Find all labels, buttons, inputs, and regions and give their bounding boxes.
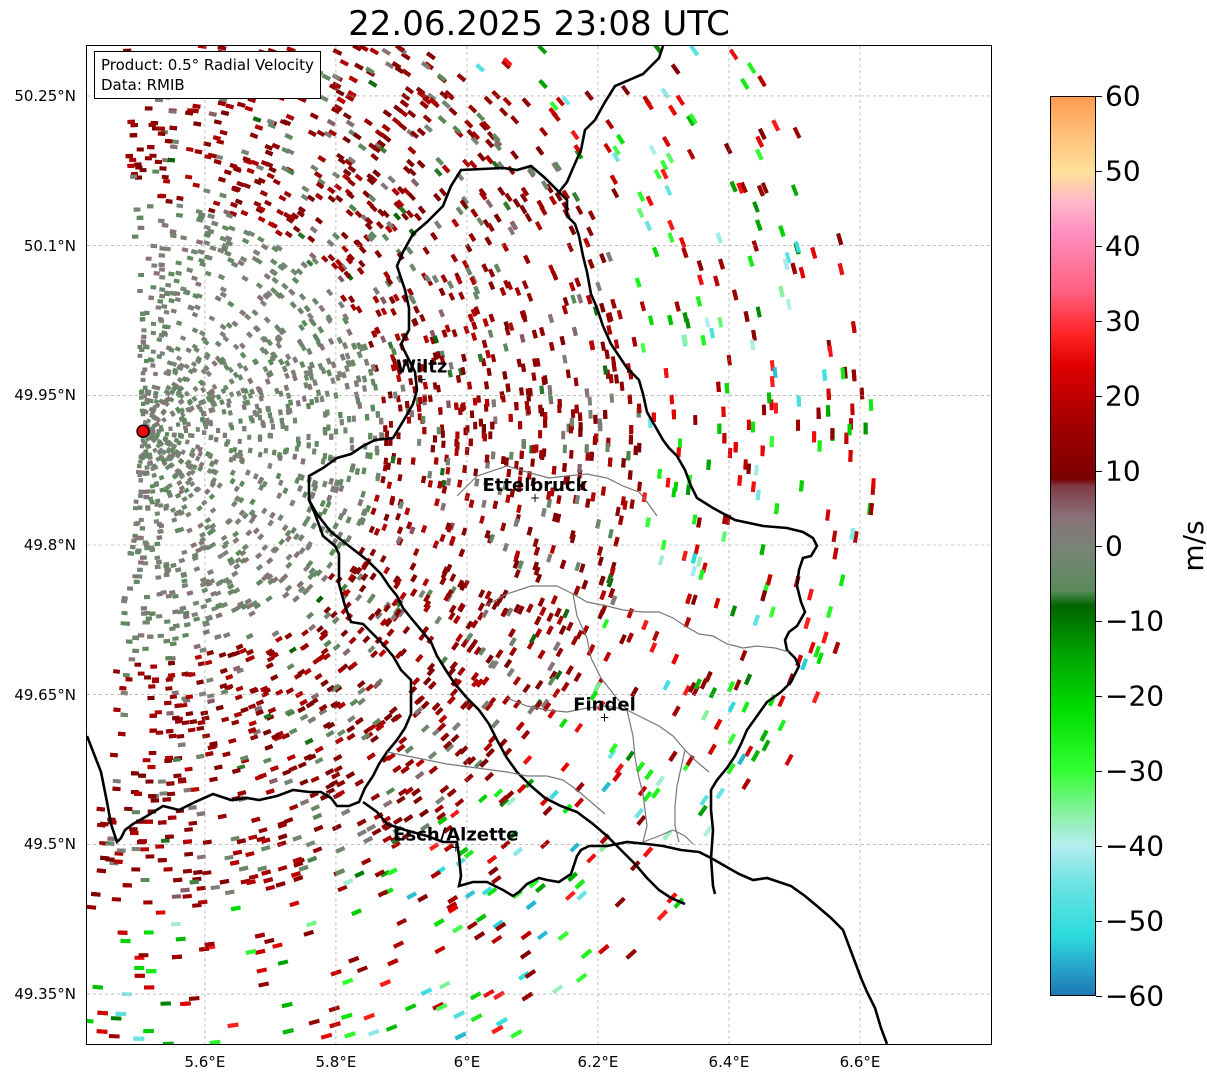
national-border (558, 191, 819, 859)
national-border (362, 800, 717, 898)
colorbar-tick-mark (1096, 996, 1102, 997)
colorbar-unit-label: m/s (1177, 520, 1207, 572)
colorbar-tick-mark (1096, 246, 1102, 247)
latitude-tick-label: 49.95°N (14, 386, 76, 405)
latitude-tick-label: 50.25°N (14, 86, 76, 105)
latitude-tick-label: 49.5°N (23, 835, 76, 854)
colorbar (1050, 96, 1096, 996)
longitude-tick-label: 5.6°E (184, 1053, 226, 1071)
latitude-tick-label: 50.1°N (23, 236, 76, 255)
longitude-tick-label: 6.6°E (839, 1053, 881, 1071)
radar-site-marker[interactable] (136, 424, 150, 438)
city-marker-icon: + (451, 840, 461, 854)
colorbar-tick-mark (1096, 771, 1102, 772)
latitude-tick-label: 49.65°N (14, 685, 76, 704)
colorbar-tick-mark (1096, 321, 1102, 322)
colorbar-tick-label: −40 (1105, 829, 1165, 863)
longitude-tick-label: 6.2°E (577, 1053, 619, 1071)
graticule (87, 46, 991, 1044)
canton-boundary (386, 465, 790, 845)
colorbar-tick-mark (1096, 171, 1102, 172)
national-border (710, 856, 889, 1044)
city-marker-icon: + (599, 711, 609, 725)
colorbar-tick-mark (1096, 471, 1102, 472)
colorbar-tick-mark (1096, 846, 1102, 847)
city-label: Findel (573, 695, 636, 716)
borders (87, 46, 889, 1044)
colorbar-tick-label: 10 (1105, 454, 1141, 488)
data-source-label: Data: RMIB (101, 76, 185, 94)
longitude-tick-label: 6.4°E (708, 1053, 750, 1071)
colorbar-tick-label: 20 (1105, 379, 1141, 413)
radar-map-canvas: +Wiltz+Ettelbruck+Findel+Esch/Alzette (87, 46, 991, 1044)
colorbar-tick-label: −30 (1105, 754, 1165, 788)
colorbar-tick-label: 40 (1105, 229, 1141, 263)
city-marker-icon: + (530, 491, 540, 505)
city-labels: +Wiltz+Ettelbruck+Findel+Esch/Alzette (393, 356, 636, 854)
city-label: Ettelbruck (483, 475, 589, 496)
latitude-tick-label: 49.35°N (14, 985, 76, 1004)
city-label: Esch/Alzette (393, 824, 518, 845)
colorbar-tick-mark (1096, 696, 1102, 697)
longitude-tick-label: 5.8°E (315, 1053, 357, 1071)
colorbar-tick-label: 30 (1105, 304, 1141, 338)
latitude-tick-label: 49.8°N (23, 536, 76, 554)
national-border (87, 46, 665, 845)
city-label: Wiltz (396, 356, 447, 377)
map-title: 22.06.2025 23:08 UTC (348, 4, 730, 44)
colorbar-tick-label: 0 (1105, 529, 1123, 563)
radar-map-area[interactable]: + Wiltz + Ettelbruck + Findel + Esch/Alzette (86, 45, 992, 1045)
colorbar-tick-label: −60 (1105, 979, 1165, 1013)
colorbar-tick-label: −10 (1105, 604, 1165, 638)
city-marker-icon: + (417, 372, 427, 386)
colorbar-tick-label: 50 (1105, 154, 1141, 188)
colorbar-tick-label: 60 (1105, 79, 1141, 113)
colorbar-tick-mark (1096, 96, 1102, 97)
canton-boundaries (386, 465, 790, 845)
colorbar-tick-label: −20 (1105, 679, 1165, 713)
colorbar-tick-label: −50 (1105, 904, 1165, 938)
velocity-echoes (87, 46, 876, 1044)
colorbar-tick-mark (1096, 921, 1102, 922)
longitude-tick-label: 6°E (453, 1053, 481, 1071)
product-info-box: Product: 0.5° Radial Velocity Data: RMIB (94, 51, 321, 99)
product-label: Product: 0.5° Radial Velocity (101, 56, 314, 74)
colorbar-tick-mark (1096, 396, 1102, 397)
colorbar-tick-mark (1096, 546, 1102, 547)
colorbar-tick-mark (1096, 621, 1102, 622)
